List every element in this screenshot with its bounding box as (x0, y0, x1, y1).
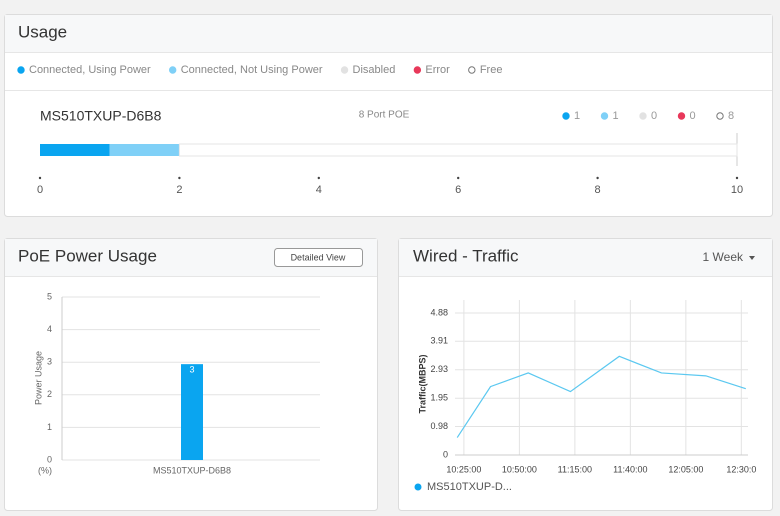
y-axis-label: Power Usage (33, 351, 43, 405)
y-tick-label: 0 (47, 454, 52, 464)
legend-label: Error (425, 64, 450, 76)
panel-title: Usage (18, 22, 67, 41)
x-tick (317, 176, 320, 180)
x-tick-label: 6 (455, 184, 461, 196)
count-label: 1 (613, 110, 619, 122)
legend-marker (468, 66, 476, 74)
y-tick-label: 4.88 (430, 307, 448, 317)
port-count: 8 Port POE (359, 110, 410, 121)
x-tick (596, 176, 599, 180)
usage-segment (109, 144, 180, 156)
usage-segment (178, 143, 738, 157)
dropdown-caret[interactable] (749, 256, 755, 260)
traffic-header (399, 239, 772, 276)
x-tick (735, 176, 739, 180)
x-tick (457, 176, 460, 180)
y-tick-label: 5 (47, 291, 52, 301)
x-tick-label: 4 (316, 184, 322, 196)
x-tick-label: 11:15:00 (558, 464, 592, 474)
x-tick-label: 8 (595, 184, 601, 196)
count-label: 1 (574, 110, 580, 122)
legend-marker (17, 66, 25, 74)
legend-label: Connected, Using Power (29, 64, 151, 76)
x-tick-label: 10:25:00 (446, 464, 481, 474)
x-tick-label: 2 (176, 184, 182, 196)
y-axis-label: Traffic(MBPS) (417, 354, 427, 413)
legend-marker (340, 66, 349, 74)
count-marker (600, 112, 609, 120)
y-tick-label: 2 (47, 389, 52, 399)
x-tick-label: 10:50:00 (502, 464, 537, 474)
y-tick-label: 4 (47, 324, 52, 334)
y-tick-label: 0.98 (430, 421, 448, 431)
legend-label: Free (480, 64, 503, 76)
count-marker (562, 112, 570, 120)
x-tick-label: 0 (37, 184, 43, 196)
x-tick-label: 11:40:00 (613, 464, 647, 474)
range-dropdown[interactable]: 1 Week (703, 250, 744, 264)
x-tick (178, 176, 181, 180)
y-tick-label: 0 (443, 449, 448, 459)
legend-marker (413, 66, 422, 74)
detailed-view-button[interactable] (274, 248, 363, 267)
traffic-line (456, 355, 746, 438)
bar (181, 364, 203, 460)
legend-label: Disabled (353, 64, 396, 76)
y-tick-label: 1.95 (430, 393, 448, 403)
y-tick-label: 3.91 (430, 336, 448, 346)
x-tick-label: MS510TXUP-D6B8 (153, 465, 231, 475)
y-tick-label: 3 (47, 357, 52, 367)
legend-marker (414, 483, 422, 491)
legend-label: MS510TXUP-D... (427, 481, 512, 493)
usage-segment (40, 144, 110, 156)
button-label[interactable]: Detailed View (291, 252, 346, 262)
count-marker (677, 112, 686, 120)
count-marker (639, 112, 647, 120)
x-tick-label: 12:05:00 (668, 464, 703, 474)
panel-title: PoE Power Usage (18, 246, 157, 265)
usage-header (5, 15, 772, 52)
count-label: 0 (690, 110, 696, 122)
x-tick (38, 176, 42, 180)
usage-panel (4, 14, 773, 217)
y-tick-label: 2.93 (430, 364, 448, 374)
x-tick-label: 12:30:0 (726, 464, 756, 474)
value-label: 3 (189, 365, 194, 375)
unit-label: (%) (38, 465, 52, 475)
legend-marker (168, 66, 177, 74)
y-tick-label: 1 (47, 422, 52, 432)
count-marker (716, 112, 724, 120)
x-tick-label: 10 (731, 184, 743, 196)
device-name: MS510TXUP-D6B8 (40, 108, 162, 124)
panel-title: Wired - Traffic (413, 246, 519, 265)
count-label: 8 (728, 110, 734, 122)
traffic-panel (398, 238, 773, 511)
count-label: 0 (651, 110, 657, 122)
legend-label: Connected, Not Using Power (181, 64, 323, 76)
